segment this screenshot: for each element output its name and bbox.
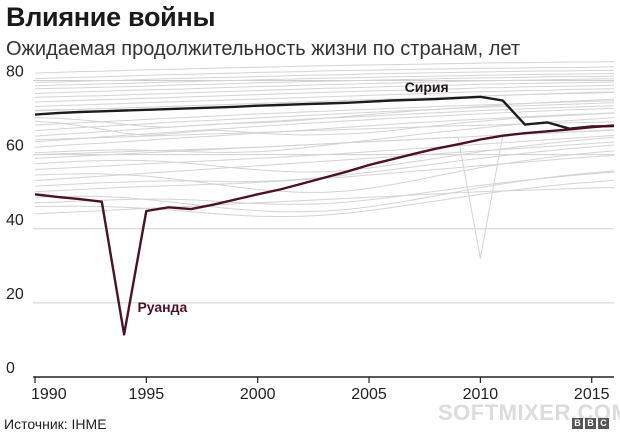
series-label-syria: Сирия xyxy=(405,79,449,95)
background-country-line xyxy=(34,179,615,218)
y-tick-label: 60 xyxy=(6,138,24,155)
background-country-line xyxy=(34,78,615,94)
background-country-line xyxy=(34,66,615,80)
background-country-line xyxy=(34,102,615,132)
x-tick-label: 2010 xyxy=(463,386,499,403)
background-country-line xyxy=(34,61,615,74)
bbc-logo: B B C xyxy=(572,418,609,429)
background-country-line xyxy=(34,100,615,126)
series-labels: Сирия Руанда xyxy=(137,79,448,315)
background-country-line xyxy=(34,84,615,103)
y-tick-label: 40 xyxy=(6,212,24,229)
highlight-series-lines xyxy=(34,95,615,336)
series-label-rwanda: Руанда xyxy=(137,299,187,315)
background-country-line xyxy=(34,141,615,182)
background-country-line xyxy=(34,73,615,87)
y-tick-label: 20 xyxy=(6,286,24,303)
background-country-line xyxy=(34,88,615,107)
background-country-line xyxy=(34,69,615,83)
chart-title: Влияние войны xyxy=(6,2,216,32)
bbc-logo-letter: B xyxy=(572,418,583,429)
background-country-line xyxy=(34,171,615,205)
x-tick-label: 1995 xyxy=(129,386,165,403)
background-country-line xyxy=(34,170,615,213)
background-country-line xyxy=(34,81,615,98)
background-country-line xyxy=(34,136,615,173)
background-country-line xyxy=(34,91,615,111)
rwanda-series-line xyxy=(34,124,615,336)
background-series-lines xyxy=(34,61,615,259)
background-country-line xyxy=(34,75,615,90)
bbc-logo-letter: C xyxy=(598,418,609,429)
background-country-line xyxy=(34,134,615,170)
x-tick-label: 2000 xyxy=(240,386,276,403)
background-country-line xyxy=(34,105,615,137)
y-tick-label: 0 xyxy=(6,360,15,377)
y-axis-labels: 0 20 40 60 80 xyxy=(6,64,24,377)
bbc-logo-letter: B xyxy=(585,418,596,429)
background-country-line xyxy=(34,129,615,259)
background-country-line xyxy=(34,121,615,141)
source-note: Источник: IHME xyxy=(4,416,107,432)
x-tick-label: 1990 xyxy=(31,386,67,403)
syria-series-line xyxy=(34,95,615,130)
x-axis: 1990 1995 2000 2005 2010 2015 xyxy=(31,376,614,403)
chart-subtitle: Ожидаемая продолжительность жизни по стр… xyxy=(6,38,521,60)
y-tick-label: 80 xyxy=(6,64,24,81)
background-country-line xyxy=(34,187,615,215)
background-country-line xyxy=(34,150,615,193)
x-tick-label: 2005 xyxy=(351,386,387,403)
grid-lines xyxy=(33,80,614,304)
x-tick-label: 2015 xyxy=(574,386,610,403)
background-country-line xyxy=(34,107,615,143)
